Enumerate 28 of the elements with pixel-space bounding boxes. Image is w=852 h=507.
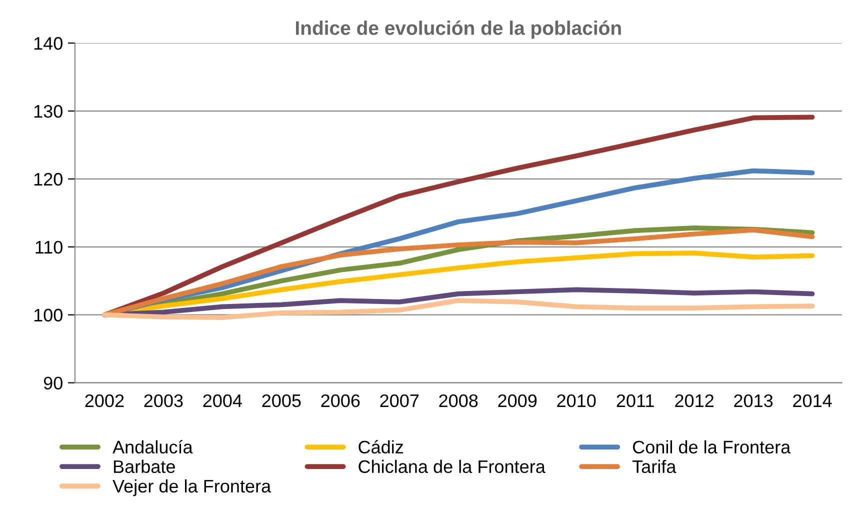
y-tick-label: 90: [44, 376, 62, 390]
legend-label: Tarifa: [632, 460, 676, 474]
x-tick-label: 2008: [439, 394, 478, 408]
x-tick-label: 2012: [675, 394, 714, 408]
y-tick-label: 120: [34, 172, 62, 186]
x-tick-label: 2010: [557, 394, 596, 408]
y-tick-label: 140: [34, 37, 62, 50]
legend-label: Chiclana de la Frontera: [358, 460, 546, 474]
x-tick-label: 2003: [144, 394, 183, 408]
legend-label: Cádiz: [358, 440, 404, 454]
x-tick-label: 2002: [85, 394, 124, 408]
legend-label: Andalucía: [112, 440, 193, 454]
x-tick-label: 2013: [734, 394, 773, 408]
x-tick-label: 2006: [321, 394, 360, 408]
x-tick-label: 2007: [380, 394, 419, 408]
x-tick-label: 2011: [616, 394, 654, 408]
line-series: [102, 298, 815, 320]
legend-label: Vejer de la Frontera: [112, 479, 272, 496]
x-tick-label: 2009: [498, 394, 537, 408]
x-tick-label: 2014: [793, 394, 832, 408]
y-tick-label: 110: [36, 240, 62, 254]
legend-label: Conil de la Frontera: [632, 440, 791, 454]
x-tick-label: 2004: [203, 394, 242, 408]
legend-label: Barbate: [114, 460, 175, 474]
chart-title: Indice de evolución de la población: [296, 20, 621, 39]
y-tick-label: 100: [34, 308, 62, 322]
y-tick-label: 130: [34, 104, 62, 118]
x-tick-label: 2005: [262, 394, 301, 408]
